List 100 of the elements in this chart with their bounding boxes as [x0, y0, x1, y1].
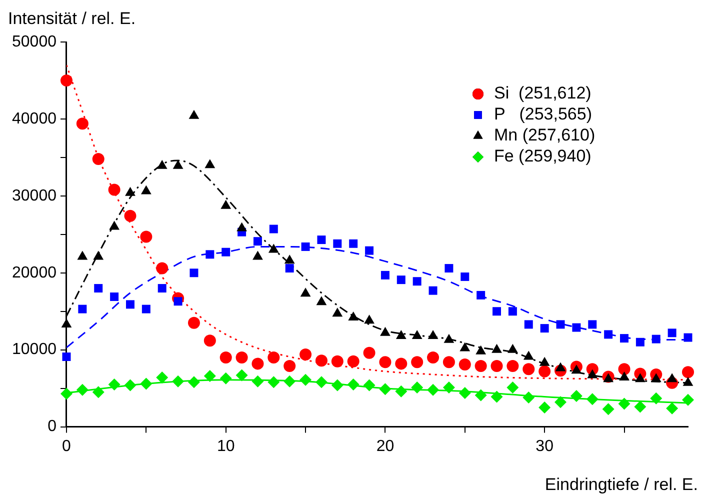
point	[331, 355, 344, 368]
point	[650, 392, 662, 404]
point	[140, 230, 152, 243]
legend-label: P (253,565)	[494, 104, 592, 124]
point	[253, 237, 262, 246]
point	[363, 379, 376, 392]
point	[619, 372, 630, 381]
point	[61, 318, 72, 328]
point	[604, 330, 613, 339]
point	[236, 352, 248, 364]
point	[285, 264, 294, 273]
point	[492, 307, 502, 316]
point	[188, 316, 200, 329]
point	[172, 160, 184, 169]
point	[490, 390, 503, 403]
point	[428, 286, 438, 295]
point	[508, 307, 517, 316]
point	[539, 356, 550, 366]
point	[506, 360, 519, 372]
point	[523, 350, 534, 360]
point	[142, 304, 150, 314]
point	[444, 264, 454, 273]
point	[428, 330, 438, 339]
y-axis-title: Intensität / rel. E.	[8, 9, 136, 28]
point	[555, 362, 566, 372]
point	[492, 344, 502, 353]
point	[220, 352, 232, 364]
point	[156, 160, 168, 169]
point	[364, 314, 374, 324]
y-tick-label: 40000	[12, 110, 57, 128]
point	[508, 344, 518, 353]
point	[587, 369, 598, 378]
point	[172, 375, 184, 388]
point	[411, 382, 424, 394]
point	[650, 373, 662, 382]
point	[60, 74, 72, 86]
point	[236, 222, 247, 232]
point	[110, 292, 119, 301]
point	[586, 393, 598, 406]
point	[126, 300, 134, 309]
point	[76, 384, 88, 396]
point	[156, 262, 168, 274]
point	[506, 382, 519, 394]
point	[618, 363, 630, 376]
point	[206, 250, 214, 259]
point	[476, 290, 486, 300]
point	[668, 328, 676, 338]
point	[93, 250, 104, 260]
point	[442, 382, 455, 394]
point	[636, 338, 644, 346]
point	[252, 375, 264, 388]
point	[571, 364, 582, 374]
point	[602, 403, 614, 416]
y-tick-label: 20000	[12, 264, 57, 282]
x-tick-label: 20	[376, 438, 394, 455]
point	[620, 334, 628, 343]
point	[300, 288, 311, 297]
x-tick-label: 30	[536, 438, 554, 455]
x-tick-label: 0	[62, 438, 72, 455]
point	[222, 248, 230, 256]
point	[684, 333, 692, 342]
legend-label: Mn (257,610)	[494, 126, 596, 145]
point	[458, 358, 471, 370]
point	[333, 239, 342, 248]
point	[556, 320, 565, 329]
point	[156, 372, 168, 384]
point	[315, 354, 328, 367]
point	[204, 370, 216, 382]
point	[77, 250, 88, 260]
point	[349, 239, 358, 248]
point	[108, 378, 120, 390]
point	[301, 242, 310, 251]
point	[460, 272, 470, 281]
point	[652, 334, 660, 344]
point	[365, 246, 374, 255]
point	[540, 324, 549, 333]
point	[538, 402, 551, 414]
y-tick-label: 30000	[12, 187, 57, 204]
x-tick-label: 10	[216, 438, 235, 455]
point	[588, 320, 597, 329]
point	[442, 356, 455, 368]
point	[108, 184, 120, 196]
point	[269, 224, 278, 234]
point	[220, 372, 232, 384]
point	[60, 388, 72, 400]
point	[158, 284, 166, 293]
point	[124, 379, 136, 392]
point	[395, 358, 408, 370]
point	[412, 277, 422, 286]
point	[204, 334, 216, 347]
point	[538, 365, 551, 378]
point	[347, 355, 360, 368]
point	[252, 250, 263, 260]
point	[92, 386, 104, 398]
point	[379, 383, 392, 396]
y-tick-label: 0	[48, 418, 57, 436]
point	[268, 376, 280, 388]
point	[78, 304, 87, 314]
point	[94, 284, 103, 293]
point	[476, 345, 486, 354]
